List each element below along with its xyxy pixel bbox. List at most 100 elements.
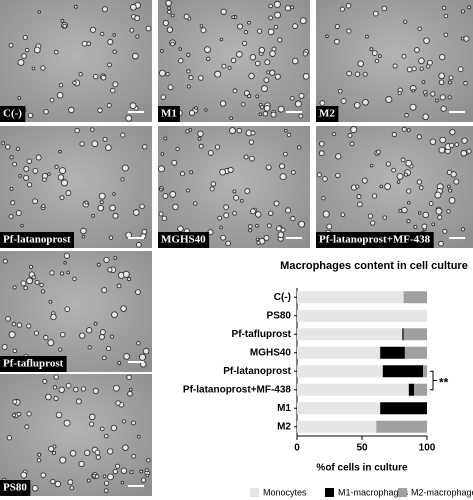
cell [88, 413, 96, 421]
cell [106, 345, 112, 352]
bar-segment [380, 402, 427, 415]
cell [114, 463, 121, 469]
cell [448, 75, 454, 81]
cell [209, 186, 215, 192]
cell [52, 385, 58, 390]
cell [188, 127, 193, 132]
cell [217, 215, 222, 221]
cell [51, 450, 57, 456]
cell [429, 138, 437, 145]
cell [167, 9, 172, 15]
cell [75, 398, 82, 405]
cell [220, 234, 227, 241]
cell [37, 452, 42, 457]
cell [39, 282, 44, 288]
cell [448, 188, 453, 193]
cell [5, 316, 11, 322]
cell [97, 107, 103, 113]
x-tick-label: 0 [294, 443, 300, 454]
cell [32, 198, 39, 205]
cell [446, 209, 451, 214]
cell [101, 6, 108, 13]
cell [338, 88, 343, 94]
cell [120, 305, 127, 312]
cell [117, 361, 122, 365]
cell [219, 100, 227, 107]
cell [17, 59, 25, 66]
cell [41, 203, 46, 209]
cell [49, 270, 55, 276]
cell [421, 80, 426, 84]
cell [349, 141, 355, 147]
cell [418, 57, 425, 65]
cell [24, 424, 30, 430]
cell [247, 20, 251, 25]
cell [284, 128, 288, 133]
cell [33, 330, 39, 336]
cell [454, 142, 460, 147]
cell [158, 69, 166, 77]
cell [204, 108, 208, 112]
cell [188, 109, 195, 116]
cell [31, 275, 36, 280]
cell [237, 23, 244, 30]
cell [115, 400, 121, 406]
cell [98, 192, 106, 200]
cell [110, 87, 116, 94]
cell [219, 225, 223, 230]
cell [97, 204, 104, 212]
cell [9, 155, 14, 160]
cell [1, 141, 6, 146]
cell [23, 285, 28, 291]
cell [69, 485, 75, 491]
cell [232, 88, 238, 94]
cell [332, 132, 337, 137]
cell [125, 114, 133, 122]
cell [67, 479, 74, 486]
panel-label: C(-) [3, 108, 22, 120]
cell [131, 453, 137, 459]
cell [78, 72, 83, 77]
cell [12, 348, 18, 354]
cell [375, 149, 381, 155]
cell [8, 43, 14, 48]
cell [422, 113, 429, 121]
cell [79, 141, 85, 147]
cell [111, 311, 118, 319]
cell [80, 386, 87, 392]
cell [99, 426, 105, 432]
cell [371, 193, 378, 199]
cell [285, 207, 292, 214]
bar-segment [403, 291, 427, 304]
cell [186, 69, 191, 74]
significance-label: ** [439, 376, 449, 390]
cell [65, 382, 72, 389]
cell [326, 223, 333, 230]
cell [277, 231, 285, 239]
cell [335, 153, 342, 160]
bar-segment [297, 383, 409, 396]
y-tick-label: Pf-latanoprost+MF-438 [183, 384, 292, 395]
cell [397, 90, 402, 96]
cell [378, 54, 382, 58]
cell [34, 279, 40, 285]
cell [227, 65, 232, 70]
cell [112, 81, 119, 88]
cell [297, 145, 302, 150]
cell [95, 454, 101, 460]
cell [247, 224, 253, 229]
cell [60, 331, 66, 338]
cell [374, 58, 380, 64]
cell [266, 70, 271, 75]
cell [362, 71, 368, 77]
cell [256, 28, 263, 34]
cell [93, 321, 98, 326]
cell [99, 200, 104, 205]
cell [178, 57, 184, 64]
cell [441, 5, 447, 11]
cell [87, 345, 92, 350]
cell [442, 228, 448, 234]
bar-segment [414, 383, 427, 396]
cell [385, 161, 391, 167]
